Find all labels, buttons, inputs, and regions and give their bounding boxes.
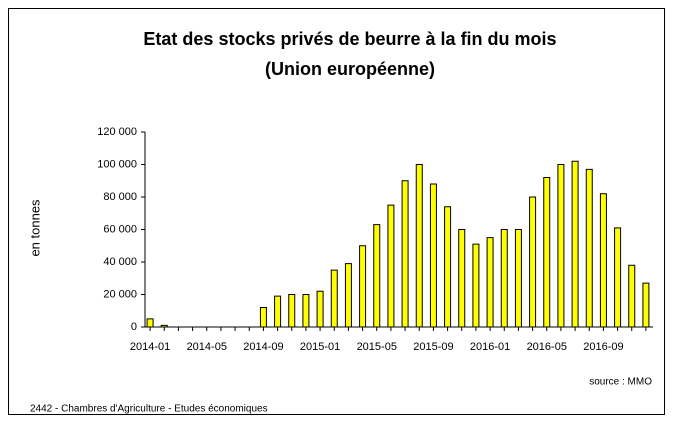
y-tick-label: 100 000 (97, 158, 137, 170)
bar (458, 229, 466, 328)
bar (529, 196, 537, 328)
bar (288, 294, 296, 328)
chart-subtitle: (Union européenne) (265, 59, 435, 79)
bar (415, 164, 423, 328)
footer: 2442 - Chambres d'Agriculture - Etudes é… (30, 404, 268, 415)
bar (429, 183, 437, 328)
x-tick-label: 2016-05 (527, 341, 567, 353)
bar (387, 204, 395, 328)
source: source : MMO (589, 377, 652, 388)
bar (316, 290, 324, 328)
bar (373, 224, 381, 328)
bar (259, 307, 267, 328)
bar (599, 193, 607, 328)
bar (274, 295, 282, 328)
bar (359, 245, 367, 328)
bar (160, 324, 168, 328)
bar (543, 177, 551, 328)
bar (444, 206, 452, 328)
x-tick-label: 2015-01 (300, 341, 340, 353)
bar (628, 264, 636, 328)
bar (486, 237, 494, 328)
x-tick-label: 2015-09 (413, 341, 453, 353)
bar (302, 294, 310, 328)
y-tick-label: 80 000 (103, 191, 137, 203)
x-tick-label: 2014-05 (187, 341, 227, 353)
bar (500, 229, 508, 328)
bar (642, 282, 650, 328)
x-tick-label: 2016-01 (470, 341, 510, 353)
x-tick-label: 2014-09 (243, 341, 283, 353)
bar (571, 160, 579, 328)
chart-title: Etat des stocks privés de beurre à la fi… (143, 29, 556, 49)
bar (472, 243, 480, 328)
bar (514, 229, 522, 328)
y-tick-label: 0 (131, 321, 137, 333)
bar (330, 269, 338, 328)
y-axis-label: en tonnes (27, 199, 42, 257)
x-tick-label: 2014-01 (130, 341, 170, 353)
y-tick-label: 120 000 (97, 126, 137, 138)
bar (585, 168, 593, 328)
x-tick-label: 2016-09 (583, 341, 623, 353)
bar (146, 318, 154, 328)
y-tick-label: 20 000 (103, 288, 137, 300)
frame (8, 8, 665, 415)
y-tick-label: 40 000 (103, 256, 137, 268)
bar (557, 164, 565, 328)
bar (401, 180, 409, 328)
x-tick-label: 2015-05 (357, 341, 397, 353)
bar (344, 263, 352, 328)
bar (614, 227, 622, 328)
y-tick-label: 60 000 (103, 223, 137, 235)
